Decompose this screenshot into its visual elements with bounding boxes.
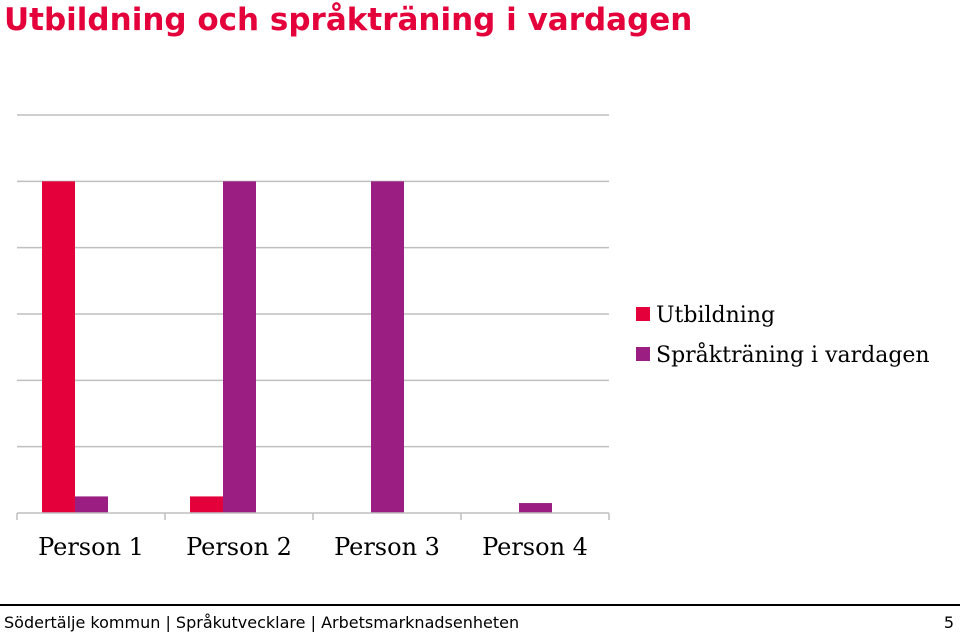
bar-2-3 <box>371 181 404 514</box>
x-tick-label: Person 3 <box>334 533 440 561</box>
legend-swatch <box>636 307 650 321</box>
x-tick-labels: Person 1 Person 2 Person 3 Person 4 <box>38 533 588 561</box>
bar-1-2 <box>190 496 223 513</box>
slide-title: Utbildning och språkträning i vardagen <box>4 2 693 38</box>
x-tick-label: Person 2 <box>186 533 292 561</box>
page-number: 5 <box>943 613 954 632</box>
bar-2-4 <box>519 503 552 513</box>
gridlines <box>17 114 609 448</box>
x-axis <box>16 512 610 520</box>
bars <box>42 181 552 514</box>
bar-chart: Person 1 Person 2 Person 3 Person 4 Utbildn… <box>16 114 930 561</box>
legend-label: Språkträning i vardagen <box>656 341 930 368</box>
legend-label: Utbildning <box>656 303 775 328</box>
x-tick-label: Person 4 <box>482 533 588 561</box>
bar-2-1 <box>75 496 108 513</box>
footer-divider <box>0 604 960 606</box>
x-tick-label: Person 1 <box>38 533 144 561</box>
bar-2-2 <box>223 181 256 514</box>
legend: Utbildning Språkträning i vardagen <box>636 303 930 368</box>
legend-swatch <box>636 347 650 361</box>
footer-text: Södertälje kommun | Språkutvecklare | Ar… <box>4 613 520 632</box>
bar-1-1 <box>42 181 75 514</box>
